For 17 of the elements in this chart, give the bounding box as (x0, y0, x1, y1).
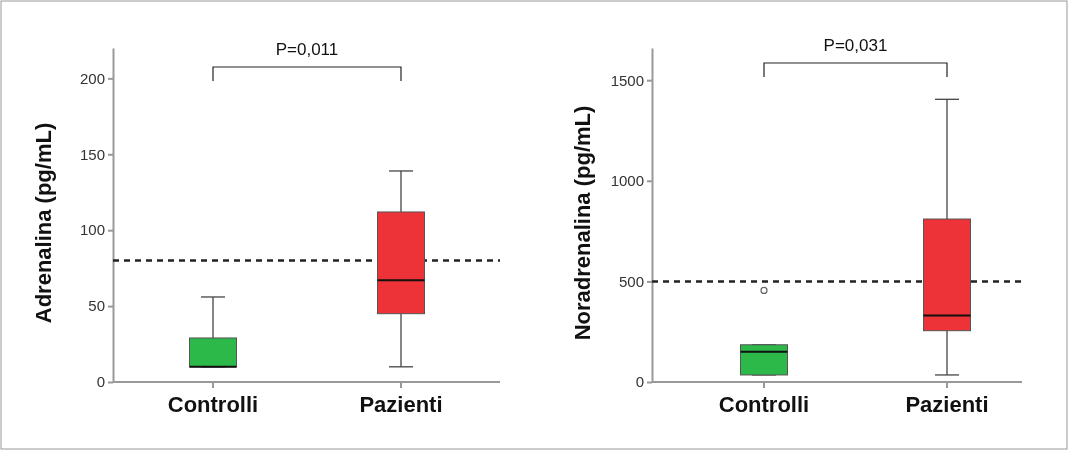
y-axis-title: Noradrenalina (pg/mL) (570, 105, 595, 341)
annotation: P=0,011 (275, 40, 339, 59)
y-tick-label: 500 (618, 272, 644, 290)
x-tick-label: Pazienti (359, 392, 443, 417)
y-tick-label: 200 (79, 69, 105, 87)
y-tick-label: 0 (635, 373, 644, 391)
y-tick-label: 150 (79, 145, 105, 163)
y-tick-label: 0 (96, 373, 105, 391)
y-tick-label: 50 (88, 297, 105, 315)
x-tick-label: Controlli (167, 392, 259, 417)
y-axis-title: Adrenalina (pg/mL) (31, 122, 56, 324)
y-tick-label: 1500 (610, 71, 644, 89)
y-tick-label: 1000 (610, 172, 644, 190)
annotation: P=0,031 (823, 36, 888, 55)
x-tick-label: Pazienti (905, 392, 989, 417)
x-tick-label: Controlli (718, 392, 810, 417)
y-tick-label: 100 (79, 221, 105, 239)
